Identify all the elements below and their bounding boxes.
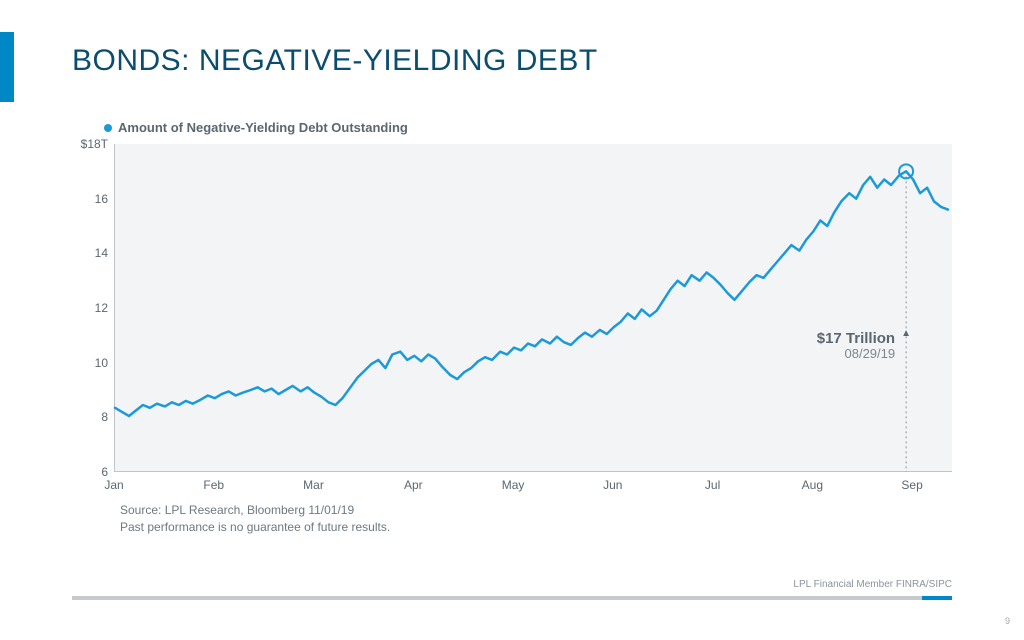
y-axis-tick-label: 6 (72, 465, 108, 479)
plot-area (114, 144, 952, 472)
legend-label: Amount of Negative-Yielding Debt Outstan… (118, 120, 408, 135)
x-axis-tick-label: Apr (404, 478, 423, 492)
x-axis-tick-label: Mar (303, 478, 324, 492)
x-axis-tick-label: Jul (705, 478, 720, 492)
x-axis-tick-label: Feb (203, 478, 224, 492)
y-axis-tick-label: 8 (72, 410, 108, 424)
legend-marker-icon (104, 124, 112, 132)
x-axis-tick-label: Jun (603, 478, 622, 492)
footer-divider (72, 596, 952, 600)
page-number: 9 (1005, 616, 1010, 626)
source-line-1: Source: LPL Research, Bloomberg 11/01/19 (120, 502, 390, 519)
footer-disclosure: LPL Financial Member FINRA/SIPC (793, 579, 952, 590)
x-axis-tick-label: Sep (901, 478, 922, 492)
source-note: Source: LPL Research, Bloomberg 11/01/19… (120, 502, 390, 536)
x-axis-tick-label: Aug (802, 478, 823, 492)
annotation-value: $17 Trillion (805, 330, 895, 347)
legend: Amount of Negative-Yielding Debt Outstan… (104, 120, 408, 135)
x-axis-tick-label: May (502, 478, 525, 492)
chart: $18T 16 14 12 10 8 6Jan Feb Mar Apr May Jun Jul Aug Se… (72, 138, 952, 518)
callout-annotation: $17 Trillion08/29/19 (805, 330, 895, 362)
x-axis-tick-label: Jan (104, 478, 123, 492)
y-axis-tick-label: 14 (72, 246, 108, 260)
y-axis-tick-label: 12 (72, 301, 108, 315)
annotation-arrow-icon: ▲ (901, 328, 911, 339)
accent-bar (0, 32, 14, 102)
y-axis-tick-label: $18T (72, 137, 108, 151)
page-title: BONDS: NEGATIVE-YIELDING DEBT (72, 44, 598, 78)
source-line-2: Past performance is no guarantee of futu… (120, 519, 390, 536)
y-axis-tick-label: 16 (72, 192, 108, 206)
y-axis-tick-label: 10 (72, 356, 108, 370)
annotation-date: 08/29/19 (805, 347, 895, 362)
line-chart-svg (115, 144, 953, 472)
